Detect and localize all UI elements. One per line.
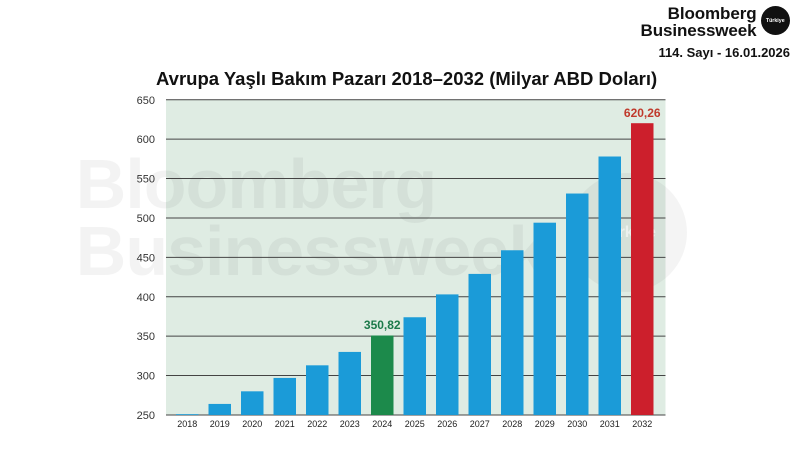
svg-text:2022: 2022 bbox=[307, 419, 327, 429]
svg-text:300: 300 bbox=[137, 371, 155, 383]
svg-text:250: 250 bbox=[137, 410, 155, 422]
svg-text:2029: 2029 bbox=[535, 419, 555, 429]
svg-text:350,82: 350,82 bbox=[364, 318, 401, 332]
svg-text:2018: 2018 bbox=[177, 419, 197, 429]
svg-text:2021: 2021 bbox=[275, 419, 295, 429]
svg-text:400: 400 bbox=[137, 292, 155, 304]
svg-text:2032: 2032 bbox=[632, 419, 652, 429]
svg-text:2019: 2019 bbox=[210, 419, 230, 429]
svg-text:650: 650 bbox=[137, 95, 155, 107]
svg-text:500: 500 bbox=[137, 213, 155, 225]
svg-text:2028: 2028 bbox=[502, 419, 522, 429]
svg-text:550: 550 bbox=[137, 174, 155, 186]
svg-text:2027: 2027 bbox=[470, 419, 490, 429]
svg-text:2020: 2020 bbox=[242, 419, 262, 429]
svg-text:2031: 2031 bbox=[600, 419, 620, 429]
svg-text:2025: 2025 bbox=[405, 419, 425, 429]
svg-text:2026: 2026 bbox=[437, 419, 457, 429]
svg-text:2024: 2024 bbox=[372, 419, 392, 429]
svg-text:620,26: 620,26 bbox=[624, 106, 661, 120]
svg-text:600: 600 bbox=[137, 134, 155, 146]
svg-text:2030: 2030 bbox=[567, 419, 587, 429]
svg-text:350: 350 bbox=[137, 331, 155, 343]
svg-text:2023: 2023 bbox=[340, 419, 360, 429]
svg-text:450: 450 bbox=[137, 252, 155, 264]
